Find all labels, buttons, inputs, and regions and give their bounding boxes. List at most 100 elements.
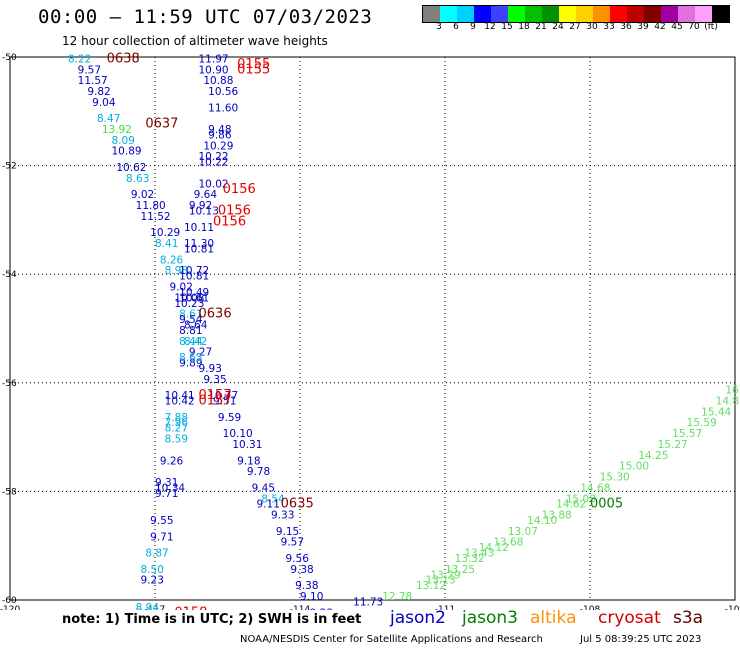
wave-height-label: 9.04 [92, 97, 116, 109]
wave-height-label: 10.11 [184, 222, 214, 234]
y-tick-label: -60 [2, 596, 17, 606]
wave-height-label: 11.52 [141, 211, 171, 223]
color-swatch [678, 6, 695, 22]
wave-height-label: 13.32 [455, 553, 485, 565]
color-scale-label: 6 [453, 22, 459, 32]
color-scale-label: 45 [671, 22, 683, 32]
wave-height-label: 8.50 [141, 564, 164, 576]
page-subtitle: 12 hour collection of altimeter wave hei… [62, 34, 328, 48]
color-swatch [644, 6, 661, 22]
wave-height-label: 10.29 [203, 140, 233, 152]
wave-height-label: 9.54 [179, 314, 203, 326]
wave-height-label: 9.27 [189, 347, 212, 359]
color-swatch [440, 6, 457, 22]
color-swatch [610, 6, 627, 22]
y-tick-label: -56 [2, 379, 17, 389]
wave-height-label: 13.07 [508, 526, 538, 538]
wave-height-label: 11.80 [136, 200, 166, 212]
wave-height-label: 9.78 [247, 466, 270, 478]
wave-height-label: 10.23 [174, 298, 204, 310]
pass-time-label: 0005 [590, 497, 623, 512]
wave-height-label: 10.22 [199, 151, 229, 163]
color-scale-label: 21 [535, 22, 547, 32]
color-scale-bar [422, 5, 730, 23]
legend-s3a: s3a [673, 608, 704, 628]
color-scale-label: (ft) [704, 22, 718, 32]
wave-height-label: 9.82 [87, 86, 110, 98]
x-tick-label: -105 [725, 605, 740, 610]
color-scale-label: 3 [436, 22, 442, 32]
x-tick-label: -120 [0, 605, 20, 610]
credit-text: NOAA/NESDIS Center for Satellite Applica… [240, 634, 543, 645]
color-swatch [627, 6, 644, 22]
x-tick-label: -117 [145, 605, 165, 610]
color-scale-label: 33 [603, 22, 615, 32]
color-swatch [508, 6, 525, 22]
color-swatch [491, 6, 508, 22]
color-scale-label: 15 [501, 22, 513, 32]
legend-jason2: jason2 [390, 608, 446, 628]
color-scale-label: 24 [552, 22, 564, 32]
wave-height-label: 11.30 [184, 238, 214, 250]
wave-height-label: 8.54 [261, 493, 285, 505]
wave-height-label: 10.29 [150, 227, 180, 239]
wave-height-label: 15.44 [701, 406, 731, 418]
wave-height-label: 11.57 [78, 75, 108, 87]
wave-height-label: 14.83 [716, 396, 740, 408]
wave-height-label: 7.88 [165, 412, 188, 424]
wave-height-label: 10.62 [116, 162, 146, 174]
color-swatch [559, 6, 576, 22]
pass-time-label: 0157 [199, 394, 232, 409]
wave-height-label: 8.27 [165, 423, 188, 435]
wave-height-label: 10.89 [112, 146, 142, 158]
wave-height-label: 8.41 [155, 238, 178, 250]
color-scale-label: 27 [569, 22, 581, 32]
color-scale-label: 12 [484, 22, 496, 32]
wave-height-label: 9.02 [170, 281, 193, 293]
y-tick-label: -54 [2, 270, 17, 280]
footer-note: note: 1) Time is in UTC; 2) SWH is in fe… [62, 612, 362, 627]
wave-height-label: 8.63 [126, 173, 149, 185]
color-scale-label: 39 [637, 22, 649, 32]
wave-height-label: 11.97 [199, 53, 229, 65]
wave-height-label: 9.31 [155, 477, 178, 489]
wave-height-label: 10.72 [179, 265, 209, 277]
wave-height-label: 9.11 [257, 499, 280, 511]
color-scale-label: 18 [518, 22, 530, 32]
wave-height-label: 13.25 [445, 564, 475, 576]
x-tick-label: -111 [435, 605, 455, 610]
x-tick-label: -114 [290, 605, 311, 610]
x-tick-label: -108 [580, 605, 601, 610]
wave-height-label: 8.63 [179, 352, 202, 364]
wave-height-label: 13.29 [431, 569, 461, 581]
wave-height-label: 9.89 [179, 358, 202, 370]
color-swatch [525, 6, 542, 22]
wave-height-label: 10.41 [165, 390, 195, 402]
wave-height-label: 9.15 [276, 526, 299, 538]
wave-height-label: 12.78 [382, 591, 412, 603]
wave-height-label: 8.81 [179, 325, 202, 337]
wave-height-label: 9.26 [160, 455, 184, 467]
wave-height-label: 10.90 [199, 64, 229, 76]
wave-height-label: 10.34 [155, 482, 185, 494]
color-swatch [457, 6, 474, 22]
wave-height-label: 15.00 [619, 461, 649, 473]
wave-height-label: 13.92 [102, 124, 132, 136]
wave-height-label: 10.22 [199, 157, 229, 169]
y-tick-label: -52 [2, 162, 17, 172]
color-scale-label: 9 [470, 22, 476, 32]
color-swatch [695, 6, 712, 22]
wave-height-label: 10.88 [203, 75, 233, 87]
wave-height-label: 13.43 [464, 548, 494, 560]
wave-height-label: 10.81 [184, 243, 214, 255]
wave-height-label: 11.60 [208, 102, 238, 114]
wave-height-label: 9.64 [194, 189, 218, 201]
wave-height-label: 8.61 [179, 309, 202, 321]
wave-height-label: 9.48 [208, 124, 231, 136]
wave-height-label: 14.10 [527, 515, 557, 527]
wave-height-label: 10.31 [232, 439, 262, 451]
wave-height-label: 8.42 [184, 336, 207, 348]
wave-height-label: 10.13 [189, 205, 219, 217]
wave-height-label: 13.13 [426, 575, 456, 587]
wave-height-label: 15.27 [658, 439, 688, 451]
